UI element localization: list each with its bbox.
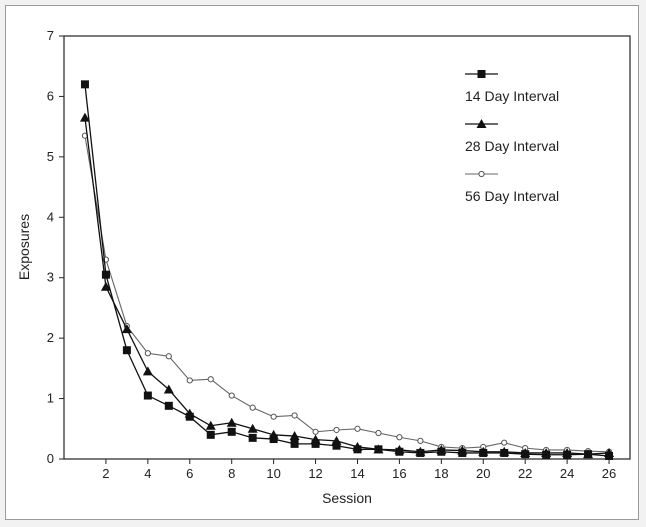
data-point <box>395 447 404 456</box>
x-tick-label: 26 <box>602 466 616 481</box>
x-tick-label: 4 <box>144 466 151 481</box>
y-tick-label: 0 <box>47 451 54 466</box>
data-point <box>521 450 530 459</box>
legend-label: 28 Day Interval <box>465 138 559 154</box>
data-point <box>143 391 152 400</box>
y-tick-label: 4 <box>47 209 54 224</box>
series-open-circle <box>81 132 613 455</box>
x-tick-label: 18 <box>434 466 448 481</box>
data-point <box>186 377 193 384</box>
data-point <box>605 451 614 460</box>
y-tick-label: 5 <box>47 149 54 164</box>
data-point <box>249 404 256 411</box>
data-point <box>333 426 340 434</box>
data-point <box>542 450 551 459</box>
data-point <box>79 112 90 122</box>
x-axis-title: Session <box>322 490 372 506</box>
data-point <box>458 448 467 457</box>
data-point <box>144 350 151 357</box>
data-point <box>501 439 508 446</box>
data-point <box>121 324 132 334</box>
data-point <box>142 366 153 376</box>
data-point <box>396 434 403 441</box>
x-tick-label: 20 <box>476 466 490 481</box>
x-tick-label: 24 <box>560 466 574 481</box>
plot-frame <box>63 35 631 460</box>
y-tick-label: 7 <box>47 28 54 43</box>
data-point <box>563 450 572 459</box>
y-tick-label: 6 <box>47 88 54 103</box>
y-axis-title: Exposures <box>16 214 32 280</box>
data-point <box>375 429 382 437</box>
data-point <box>270 413 277 420</box>
data-point <box>247 423 258 433</box>
data-point <box>100 281 111 291</box>
y-tick-label: 3 <box>47 270 54 285</box>
x-tick-label: 2 <box>102 466 109 481</box>
data-point <box>437 447 446 456</box>
legend-label: 14 Day Interval <box>465 88 559 104</box>
data-point <box>291 412 298 419</box>
legend-item: 28 Day Interval <box>465 119 559 154</box>
data-point <box>226 417 237 427</box>
legend-marker <box>477 70 486 78</box>
data-point <box>353 445 362 454</box>
axes <box>59 35 631 464</box>
data-point <box>80 80 89 89</box>
figure-frame <box>5 5 639 520</box>
legend: 14 Day Interval 28 Day Interval 56 Day Int… <box>465 70 559 204</box>
data-point <box>374 445 383 454</box>
x-tick-label: 14 <box>350 466 364 481</box>
data-point <box>101 270 110 279</box>
series-line <box>84 135 610 453</box>
legend-item: 56 Day Interval <box>465 170 559 204</box>
data-point <box>312 428 319 435</box>
x-tick-label: 10 <box>266 466 280 481</box>
series-triangle <box>79 112 615 459</box>
data-point <box>311 439 320 448</box>
x-tick-label: 12 <box>308 466 322 481</box>
data-point <box>228 392 235 399</box>
data-point <box>417 437 424 444</box>
series-layer <box>79 80 615 460</box>
data-point <box>206 430 215 439</box>
data-point <box>164 401 173 410</box>
data-point <box>290 439 299 448</box>
data-point <box>584 450 593 459</box>
data-point <box>269 435 278 444</box>
x-tick-label: 8 <box>228 466 235 481</box>
data-point <box>205 420 216 430</box>
data-point <box>207 376 214 383</box>
x-tick-label: 22 <box>518 466 532 481</box>
legend-item: 14 Day Interval <box>465 70 559 104</box>
data-point <box>185 412 194 421</box>
data-point <box>332 441 341 450</box>
x-tick-label: 16 <box>392 466 406 481</box>
y-tick-label: 2 <box>47 330 54 345</box>
data-point <box>479 448 488 457</box>
series-square <box>80 80 614 460</box>
data-point <box>500 448 509 457</box>
x-tick-label: 6 <box>186 466 193 481</box>
data-point <box>163 384 174 394</box>
data-point <box>248 433 257 442</box>
data-point <box>122 346 131 355</box>
data-point <box>289 431 300 441</box>
y-tick-label: 1 <box>47 391 54 406</box>
data-point <box>227 427 236 436</box>
data-point <box>165 353 172 360</box>
data-point <box>416 448 425 457</box>
legend-marker <box>478 170 485 178</box>
legend-marker <box>476 119 487 128</box>
legend-label: 56 Day Interval <box>465 188 559 204</box>
data-point <box>354 425 361 432</box>
